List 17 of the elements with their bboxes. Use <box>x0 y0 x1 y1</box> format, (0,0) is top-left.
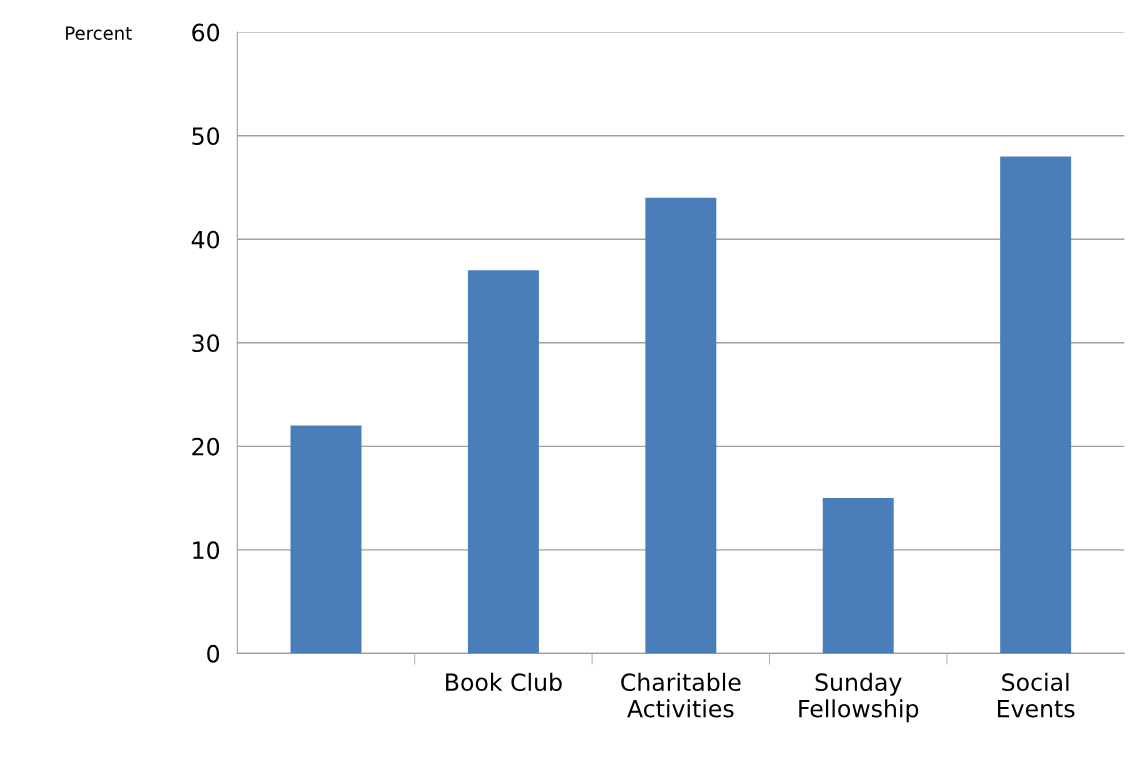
y-tick-label: 40 <box>191 230 220 249</box>
y-tick-label: 60 <box>192 23 220 42</box>
y-tick-label: 30 <box>192 334 220 353</box>
bar <box>1000 156 1072 654</box>
y-tick-label: 10 <box>193 541 220 560</box>
bar <box>467 270 539 654</box>
x-tick-label: Social Events <box>997 672 1075 718</box>
x-tick-label: Charitable Activities <box>621 672 741 718</box>
x-tick-label: Book Club <box>446 672 562 692</box>
y-axis-title: Percent <box>66 26 132 40</box>
x-tick-label: Sunday Fellowship <box>799 672 919 723</box>
y-tick-label: 0 <box>207 644 220 663</box>
y-tick-label: 20 <box>192 437 220 456</box>
y-tick-label: 50 <box>192 127 220 146</box>
bar <box>290 425 362 654</box>
bar <box>645 197 717 654</box>
bar <box>822 498 894 654</box>
